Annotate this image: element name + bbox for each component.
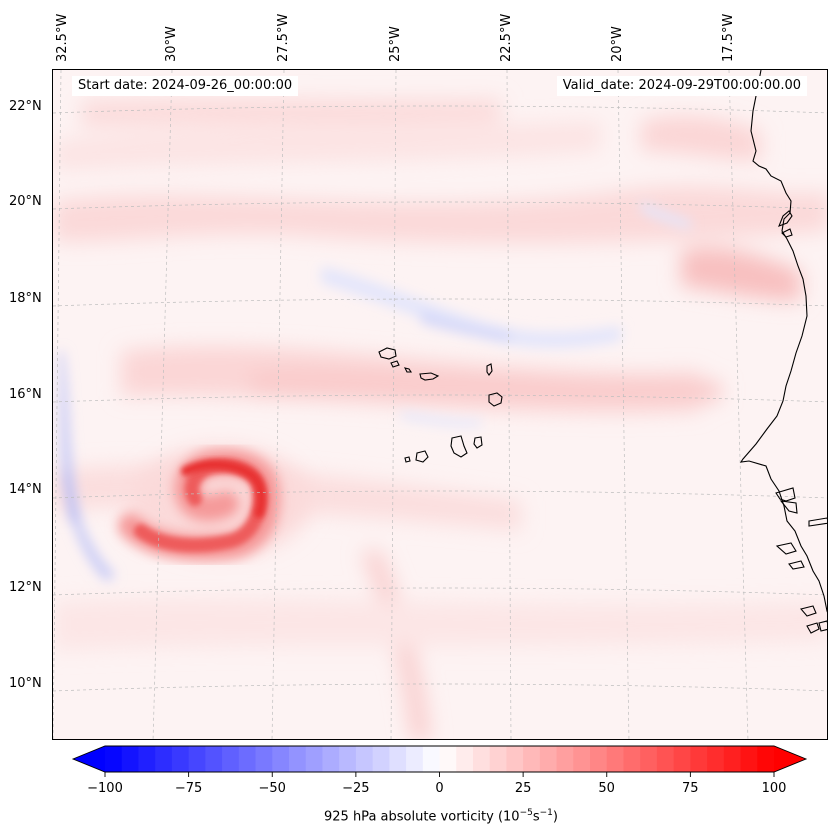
lat-label-18n: 18°N: [9, 291, 42, 306]
colorbar-cell: [155, 746, 173, 772]
colorbar-title-exponent-2: −1: [539, 808, 553, 818]
lat-label-20n: 20°N: [9, 194, 42, 209]
vorticity-map[interactable]: [52, 69, 828, 740]
vortex-swirl: [118, 446, 311, 561]
colorbar-cell: [339, 746, 357, 772]
colorbar-cell: [656, 746, 675, 772]
colorbar-title-suffix: ): [552, 809, 558, 825]
colorbar-cell: [573, 746, 591, 772]
lat-label-12n: 12°N: [9, 580, 42, 595]
colorbar-tick-label: −100: [87, 781, 123, 796]
map-canvas: [53, 70, 827, 739]
colorbar-cell: [489, 746, 508, 772]
start-date-label: Start date: 2024-09-26_00:00:00: [72, 76, 299, 96]
lat-label-10n: 10°N: [9, 676, 42, 691]
colorbar-tick-label: 75: [682, 781, 699, 796]
colorbar-cell: [539, 746, 558, 772]
colorbar-cell: [105, 746, 123, 772]
colorbar-cell: [205, 746, 223, 772]
colorbar-tick-label: 0: [435, 781, 444, 796]
colorbar-cell: [272, 746, 290, 772]
colorbar-cell: [238, 746, 257, 772]
colorbar-cell: [556, 746, 574, 772]
colorbar-cell: [606, 746, 625, 772]
colorbar-min-extension: [73, 746, 105, 772]
colorbar-tick-label: −75: [174, 781, 203, 796]
colorbar-tick-label: −50: [258, 781, 286, 796]
colorbar-cell: [422, 746, 441, 772]
colorbar-cell: [222, 746, 240, 772]
colorbar-tick-label: 100: [761, 781, 787, 796]
colorbar-tick-label: 50: [598, 781, 615, 796]
colorbar-cell: [640, 746, 658, 772]
colorbar-cell: [372, 746, 390, 772]
colorbar-title-unit: s: [532, 809, 540, 825]
colorbar-max-extension: [774, 746, 806, 772]
colorbar-title-prefix: 925 hPa absolute vorticity (10: [324, 809, 520, 825]
colorbar-cell: [456, 746, 474, 772]
valid-date-label: Valid_date: 2024-09-29T00:00:00.00: [556, 76, 807, 96]
colorbar-cell: [138, 746, 156, 772]
graticule: [53, 70, 827, 739]
colorbar-cell: [171, 746, 190, 772]
cape-verde-islands: [378, 347, 503, 463]
colorbar-cell: [723, 746, 742, 772]
colorbar-title-exponent-1: −5: [519, 808, 533, 818]
colorbar-tick-label: 25: [514, 781, 532, 796]
colorbar-cell: [406, 746, 424, 772]
colorbar-cell: [673, 746, 691, 772]
field-patches: [53, 98, 827, 739]
colorbar-cell: [355, 746, 374, 772]
lat-label-22n: 22°N: [9, 99, 42, 114]
negative-vorticity: [59, 201, 691, 581]
colorbar-cell: [255, 746, 273, 772]
colorbar-cell: [623, 746, 641, 772]
colorbar-cell: [305, 746, 324, 772]
lat-label-16n: 16°N: [9, 387, 42, 402]
colorbar-cell: [740, 746, 758, 772]
colorbar-cell: [757, 746, 775, 772]
colorbar-cell: [590, 746, 608, 772]
colorbar-cell: [288, 746, 307, 772]
colorbar-cell: [690, 746, 708, 772]
colorbar-tick-label: −25: [342, 781, 370, 796]
lat-label-14n: 14°N: [9, 482, 42, 497]
colorbar-ticks: [104, 772, 775, 777]
colorbar-cell: [707, 746, 725, 772]
colorbar-cell: [523, 746, 541, 772]
african-coastline: [739, 70, 827, 634]
colorbar-cells: [105, 746, 775, 772]
colorbar-title: 925 hPa absolute vorticity (10−5s−1): [0, 808, 837, 824]
colorbar-cell: [188, 746, 206, 772]
colorbar-cell: [121, 746, 140, 772]
colorbar-cell: [506, 746, 524, 772]
colorbar-cell: [322, 746, 340, 772]
colorbar-cell: [472, 746, 491, 772]
colorbar-cell: [439, 746, 457, 772]
colorbar-cell: [389, 746, 407, 772]
